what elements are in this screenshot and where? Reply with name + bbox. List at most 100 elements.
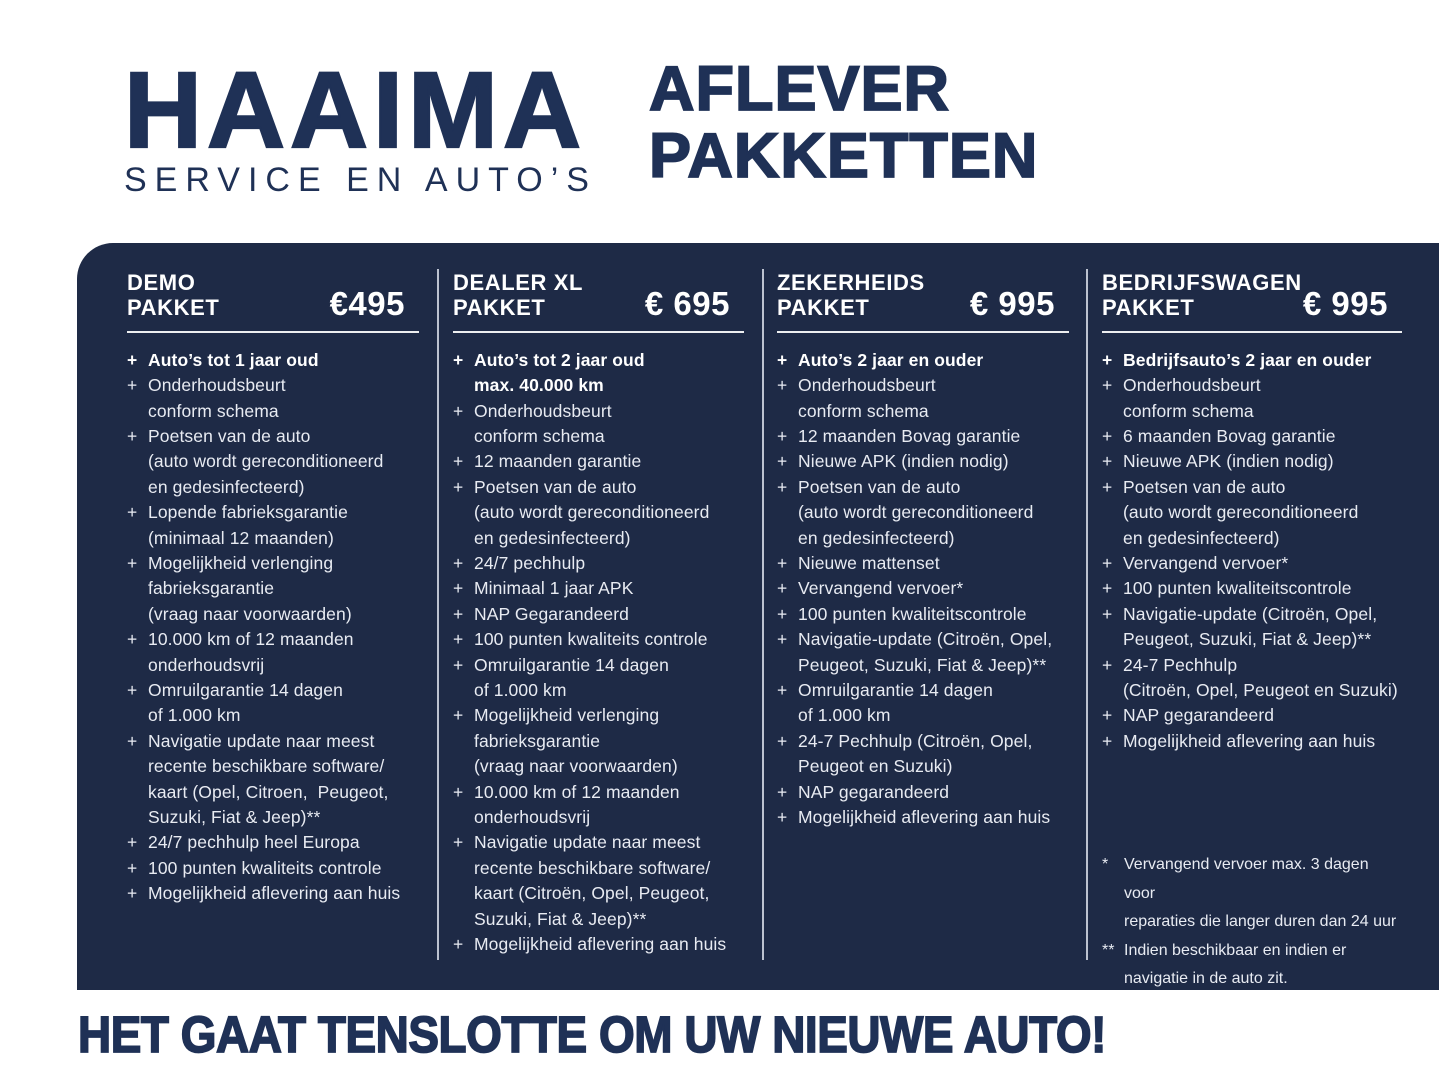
plus-marker: + bbox=[777, 603, 788, 624]
package-item-line: Mogelijkheid aflevering aan huis bbox=[148, 883, 401, 904]
brand-logo-subtitle: SERVICE EN AUTO’S bbox=[124, 161, 597, 199]
plus-marker: + bbox=[127, 629, 138, 650]
plus-marker: + bbox=[777, 781, 788, 802]
package-item-line: (auto wordt gereconditioneerd bbox=[798, 502, 1034, 523]
plus-marker: + bbox=[1102, 476, 1113, 497]
plus-marker: + bbox=[777, 476, 788, 497]
package-item-lines: Nieuwe mattenset bbox=[798, 551, 1069, 576]
package-item-line: Peugeot, Suzuki, Fiat & Jeep)** bbox=[1123, 629, 1372, 650]
package-item-line: Navigatie-update (Citroën, Opel, bbox=[1123, 603, 1378, 624]
package-item: + Mogelijkheid aflevering aan huis bbox=[453, 932, 744, 957]
package-item-line: Mogelijkheid verlenging bbox=[474, 705, 660, 726]
package-item-line: en gedesinfecteerd) bbox=[148, 476, 305, 497]
package-item-lines: NAP gegarandeerd bbox=[1123, 703, 1402, 728]
plus-marker: + bbox=[127, 730, 138, 751]
plus-marker: + bbox=[777, 425, 788, 446]
package-item-line: kaart (Opel, Citroen, Peugeot, bbox=[148, 781, 389, 802]
package-item-lines: 24/7 pechhulp bbox=[474, 551, 744, 576]
package-item-line: (auto wordt gereconditioneerd bbox=[1123, 502, 1359, 523]
package-item-lines: Navigatie-update (Citroën, Opel, Peugeot,… bbox=[798, 627, 1069, 678]
package-item: + Poetsen van de auto (auto wordt gerecond… bbox=[127, 424, 419, 500]
package-item-line: Nieuwe APK (indien nodig) bbox=[798, 451, 1009, 472]
package-item-line: Lopende fabrieksgarantie bbox=[148, 502, 348, 523]
footnote-line: navigatie in de auto zit. bbox=[1124, 970, 1288, 988]
package-item-line: 100 punten kwaliteits controle bbox=[474, 629, 708, 650]
plus-marker: + bbox=[777, 730, 788, 751]
package-item-line: 12 maanden garantie bbox=[474, 451, 642, 472]
package-item-lines: Vervangend vervoer* bbox=[1123, 551, 1402, 576]
package-item-lines: Poetsen van de auto (auto wordt gerecondi… bbox=[474, 475, 744, 551]
package-title-line2: PAKKET bbox=[127, 295, 220, 320]
plus-marker: + bbox=[453, 781, 464, 802]
package-item-lines: 24-7 Pechhulp (Citroën, Opel, Peugeot en … bbox=[798, 729, 1069, 780]
package-item-lines: Minimaal 1 jaar APK bbox=[474, 576, 744, 601]
package-item-line: Onderhoudsbeurt bbox=[148, 375, 286, 396]
package-item-lines: Mogelijkheid aflevering aan huis bbox=[798, 805, 1069, 830]
plus-marker: + bbox=[1102, 603, 1113, 624]
package-item-line: (minimaal 12 maanden) bbox=[148, 527, 334, 548]
page-title: AFLEVER PAKKETTEN bbox=[648, 55, 1038, 191]
package-item-lines: Auto’s 2 jaar en ouder bbox=[798, 348, 1069, 373]
plus-marker: + bbox=[453, 349, 464, 370]
package-item-line: Suzuki, Fiat & Jeep)** bbox=[474, 908, 647, 929]
package-column: DEALER XL PAKKET € 695 + Auto’s tot 2 jaar o… bbox=[453, 270, 744, 957]
package-item: + Vervangend vervoer* bbox=[1102, 551, 1402, 576]
package-item-line: Peugeot en Suzuki) bbox=[798, 756, 953, 777]
package-item-lines: 12 maanden garantie bbox=[474, 449, 744, 474]
package-item-list: + Auto’s tot 1 jaar oud + Onderhoudsbeurt co… bbox=[127, 348, 419, 907]
plus-marker: + bbox=[1102, 451, 1113, 472]
package-item-lines: 24-7 Pechhulp (Citroën, Opel, Peugeot en … bbox=[1123, 653, 1402, 704]
package-item: + Auto’s tot 2 jaar oud max. 40.000 km bbox=[453, 348, 744, 399]
package-item-lines: Omruilgarantie 14 dagen of 1.000 km bbox=[474, 653, 744, 704]
package-column: BEDRIJFSWAGEN PAKKET € 995 + Bedrijfsauto’s … bbox=[1102, 270, 1402, 987]
package-item: + Minimaal 1 jaar APK bbox=[453, 576, 744, 601]
package-item: + Nieuwe APK (indien nodig) bbox=[1102, 449, 1402, 474]
package-item-line: Mogelijkheid verlenging bbox=[148, 552, 334, 573]
package-item-line: Poetsen van de auto bbox=[798, 476, 961, 497]
package-item-line: 6 maanden Bovag garantie bbox=[1123, 425, 1336, 446]
package-header: BEDRIJFSWAGEN PAKKET € 995 bbox=[1102, 270, 1402, 320]
package-item: +100 punten kwaliteitscontrole bbox=[777, 602, 1069, 627]
package-item: + Mogelijkheid aflevering aan huis bbox=[777, 805, 1069, 830]
plus-marker: + bbox=[453, 629, 464, 650]
package-item-line: Omruilgarantie 14 dagen bbox=[474, 654, 669, 675]
package-header-rule bbox=[777, 331, 1069, 333]
package-item-line: (auto wordt gereconditioneerd bbox=[148, 451, 384, 472]
package-item-line: Auto’s 2 jaar en ouder bbox=[798, 349, 984, 370]
package-item: + Nieuwe mattenset bbox=[777, 551, 1069, 576]
package-title-line1: BEDRIJFSWAGEN bbox=[1102, 270, 1302, 295]
package-item-line: Peugeot, Suzuki, Fiat & Jeep)** bbox=[798, 654, 1047, 675]
package-item: + Onderhoudsbeurt conform schema bbox=[1102, 373, 1402, 424]
package-item: + Onderhoudsbeurt conform schema bbox=[777, 373, 1069, 424]
plus-marker: + bbox=[1102, 349, 1113, 370]
package-item-lines: Mogelijkheid verlenging fabrieksgarantie (… bbox=[148, 551, 419, 627]
column-divider bbox=[437, 269, 439, 960]
package-item: +10.000 km of 12 maanden onderhoudsvrij bbox=[127, 627, 419, 678]
package-item-line: of 1.000 km bbox=[148, 705, 241, 726]
package-item: + Navigatie update naar meest recente besc… bbox=[453, 830, 744, 932]
brand-logo: HAAIMA SERVICE EN AUTO’S bbox=[123, 54, 597, 199]
plus-marker: + bbox=[127, 679, 138, 700]
package-title-line2: PAKKET bbox=[777, 295, 870, 320]
column-divider bbox=[762, 269, 764, 960]
package-item-lines: 10.000 km of 12 maanden onderhoudsvrij bbox=[474, 780, 744, 831]
package-item-line: Navigatie-update (Citroën, Opel, bbox=[798, 629, 1053, 650]
package-item: + Navigatie-update (Citroën, Opel, Peugeot… bbox=[1102, 602, 1402, 653]
package-item-lines: 100 punten kwaliteitscontrole bbox=[798, 602, 1069, 627]
package-item: + Lopende fabrieksgarantie (minimaal 12 ma… bbox=[127, 500, 419, 551]
package-item-line: 24/7 pechhulp bbox=[474, 552, 586, 573]
plus-marker: + bbox=[777, 349, 788, 370]
plus-marker: + bbox=[777, 375, 788, 396]
package-title-line2: PAKKET bbox=[453, 295, 546, 320]
plus-marker: + bbox=[1102, 375, 1113, 396]
package-item-line: Onderhoudsbeurt bbox=[474, 400, 612, 421]
package-item-list: + Auto’s tot 2 jaar oud max. 40.000 km + Ond… bbox=[453, 348, 744, 958]
package-item: +24/7 pechhulp heel Europa bbox=[127, 830, 419, 855]
package-item-line: Navigatie update naar meest bbox=[148, 730, 375, 751]
package-item-line: NAP gegarandeerd bbox=[1123, 705, 1275, 726]
package-item-lines: 6 maanden Bovag garantie bbox=[1123, 424, 1402, 449]
package-item-lines: Mogelijkheid aflevering aan huis bbox=[148, 881, 419, 906]
package-item-line: (auto wordt gereconditioneerd bbox=[474, 502, 710, 523]
package-item: + NAP gegarandeerd bbox=[1102, 703, 1402, 728]
package-item: + Nieuwe APK (indien nodig) bbox=[777, 449, 1069, 474]
